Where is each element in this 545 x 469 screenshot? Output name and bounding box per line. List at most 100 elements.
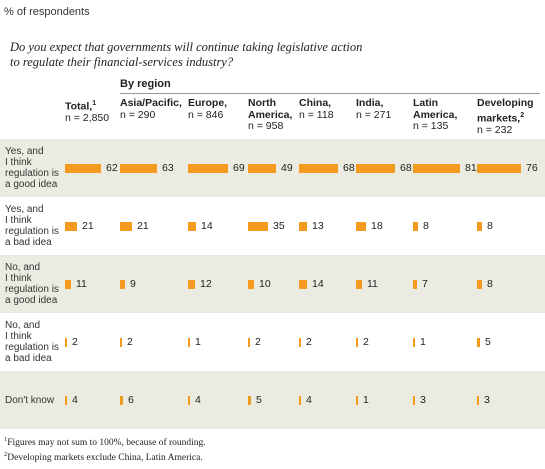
column-name-line2: America, <box>413 108 458 121</box>
data-label: 11 <box>367 277 378 290</box>
column-header-5: China, n = 118 <box>299 97 334 121</box>
bar <box>356 221 366 231</box>
data-label: 1 <box>420 335 426 348</box>
bar <box>120 163 157 173</box>
column-sample-size: n = 2,850 <box>65 112 110 124</box>
bar <box>477 337 480 347</box>
bar <box>477 221 482 231</box>
bar <box>356 337 358 347</box>
data-label: 7 <box>422 277 428 290</box>
column-name: Developing <box>477 97 534 109</box>
data-label: 2 <box>255 335 261 348</box>
data-label: 81 <box>465 161 477 174</box>
data-label: 76 <box>526 161 538 174</box>
row-label: Yes, and I think regulation is a bad idea <box>5 204 59 248</box>
bar <box>120 337 122 347</box>
data-label: 18 <box>371 219 383 232</box>
data-label: 6 <box>128 393 134 406</box>
bar <box>65 163 101 173</box>
data-label: 11 <box>76 277 87 290</box>
bar <box>299 395 301 405</box>
bar <box>356 279 362 289</box>
bar <box>413 395 415 405</box>
data-label: 21 <box>137 219 149 232</box>
bar <box>413 221 418 231</box>
question-title: Do you expect that governments will cont… <box>10 40 363 69</box>
data-label: 9 <box>130 277 136 290</box>
footnote-1: 1Figures may not sum to 100%, because of… <box>4 436 206 449</box>
bar <box>413 337 415 347</box>
column-header-6: India, n = 271 <box>356 97 392 121</box>
bar <box>120 279 125 289</box>
bar <box>477 279 482 289</box>
column-header-3: Europe, n = 846 <box>188 97 228 121</box>
data-label: 2 <box>306 335 312 348</box>
data-label: 10 <box>259 277 271 290</box>
data-label: 5 <box>485 335 491 348</box>
bar <box>120 395 123 405</box>
bar <box>356 395 358 405</box>
column-header-1: Total,1 n = 2,850 <box>65 98 109 125</box>
bar <box>299 221 307 231</box>
bar <box>248 163 276 173</box>
column-name: Total,1 <box>65 100 97 113</box>
bar <box>477 395 479 405</box>
footnote-mark: 1 <box>92 100 97 107</box>
bar <box>413 163 460 173</box>
bar <box>299 337 301 347</box>
column-name-line2: America, <box>248 108 293 121</box>
data-label: 49 <box>281 161 293 174</box>
column-sample-size: n = 135 <box>413 120 449 132</box>
column-header-2: Asia/Pacific, n = 290 <box>120 97 182 121</box>
data-label: 1 <box>363 393 369 406</box>
column-sample-size: n = 846 <box>188 108 224 121</box>
row-label: Yes, and I think regulation is a good idea <box>5 146 59 190</box>
data-label: 1 <box>195 335 201 348</box>
unit-label: % of respondents <box>4 6 90 18</box>
region-rule <box>120 93 540 94</box>
column-header-8: Developing markets,2 n = 232 <box>477 97 534 136</box>
bar <box>65 279 71 289</box>
bar <box>248 395 251 405</box>
footnote-2: 2Developing markets exclude China, Latin… <box>4 451 203 464</box>
data-label: 35 <box>273 219 285 232</box>
row-label: No, and I think regulation is a bad idea <box>5 320 59 364</box>
column-name: Europe, <box>188 97 228 109</box>
bar <box>65 395 67 405</box>
data-label: 2 <box>363 335 369 348</box>
column-name: India, <box>356 97 384 109</box>
data-label: 4 <box>306 393 312 406</box>
region-header: By region <box>120 78 171 90</box>
data-label: 8 <box>487 277 493 290</box>
bar <box>65 337 67 347</box>
row-band <box>0 371 545 429</box>
column-sample-size: n = 118 <box>299 108 334 121</box>
bar <box>188 163 228 173</box>
data-label: 13 <box>312 219 324 232</box>
bar <box>248 221 268 231</box>
bar <box>299 279 307 289</box>
data-label: 4 <box>195 393 201 406</box>
data-label: 68 <box>343 161 355 174</box>
data-label: 3 <box>484 393 490 406</box>
column-name: China, <box>299 97 332 109</box>
data-label: 21 <box>82 219 94 232</box>
data-label: 8 <box>423 219 429 232</box>
column-name: Latin <box>413 97 439 109</box>
footnotes: 1Figures may not sum to 100%, because of… <box>4 434 206 464</box>
bar <box>188 337 190 347</box>
column-sample-size: n = 271 <box>356 108 392 121</box>
data-label: 62 <box>106 161 118 174</box>
row-label: No, and I think regulation is a good idea <box>5 262 59 306</box>
bar <box>65 221 77 231</box>
row-label: Don't know <box>5 394 55 406</box>
data-label: 69 <box>233 161 245 174</box>
bar <box>299 163 338 173</box>
data-label: 3 <box>420 393 426 406</box>
column-header-4: North America, n = 958 <box>248 97 293 133</box>
bar <box>120 221 132 231</box>
data-label: 63 <box>162 161 174 174</box>
data-label: 68 <box>400 161 412 174</box>
column-sample-size: n = 290 <box>120 108 156 121</box>
